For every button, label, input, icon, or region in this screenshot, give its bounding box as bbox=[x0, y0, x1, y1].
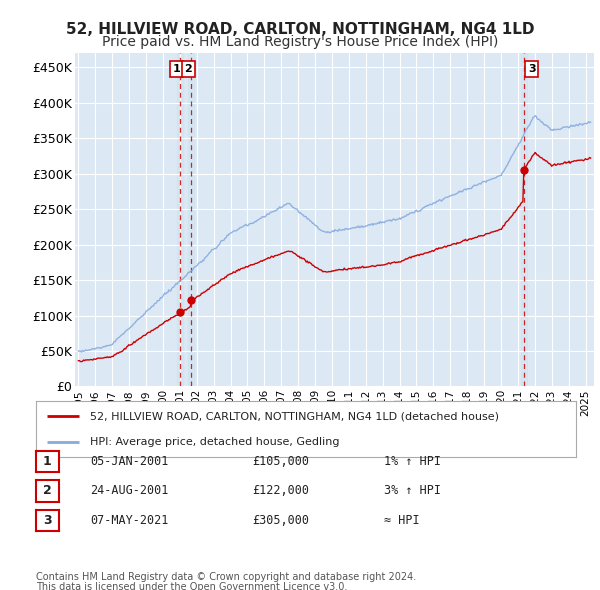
Text: 52, HILLVIEW ROAD, CARLTON, NOTTINGHAM, NG4 1LD (detached house): 52, HILLVIEW ROAD, CARLTON, NOTTINGHAM, … bbox=[90, 411, 499, 421]
Text: HPI: Average price, detached house, Gedling: HPI: Average price, detached house, Gedl… bbox=[90, 437, 340, 447]
Bar bbox=[188, 53, 194, 386]
Text: 07-MAY-2021: 07-MAY-2021 bbox=[90, 514, 169, 527]
Text: 3: 3 bbox=[43, 514, 52, 527]
Text: £105,000: £105,000 bbox=[252, 455, 309, 468]
Bar bbox=[177, 53, 184, 386]
Text: 2: 2 bbox=[43, 484, 52, 497]
Text: 52, HILLVIEW ROAD, CARLTON, NOTTINGHAM, NG4 1LD: 52, HILLVIEW ROAD, CARLTON, NOTTINGHAM, … bbox=[66, 22, 534, 37]
Text: 3: 3 bbox=[528, 64, 536, 74]
Text: £122,000: £122,000 bbox=[252, 484, 309, 497]
Text: This data is licensed under the Open Government Licence v3.0.: This data is licensed under the Open Gov… bbox=[36, 582, 347, 590]
Text: 1: 1 bbox=[43, 455, 52, 468]
Text: 2: 2 bbox=[185, 64, 192, 74]
Bar bbox=[521, 53, 527, 386]
Text: 3% ↑ HPI: 3% ↑ HPI bbox=[384, 484, 441, 497]
Text: 05-JAN-2001: 05-JAN-2001 bbox=[90, 455, 169, 468]
Text: Price paid vs. HM Land Registry's House Price Index (HPI): Price paid vs. HM Land Registry's House … bbox=[102, 35, 498, 50]
Text: 24-AUG-2001: 24-AUG-2001 bbox=[90, 484, 169, 497]
Text: £305,000: £305,000 bbox=[252, 514, 309, 527]
Text: Contains HM Land Registry data © Crown copyright and database right 2024.: Contains HM Land Registry data © Crown c… bbox=[36, 572, 416, 582]
Text: ≈ HPI: ≈ HPI bbox=[384, 514, 419, 527]
Text: 1: 1 bbox=[173, 64, 181, 74]
Text: 1% ↑ HPI: 1% ↑ HPI bbox=[384, 455, 441, 468]
